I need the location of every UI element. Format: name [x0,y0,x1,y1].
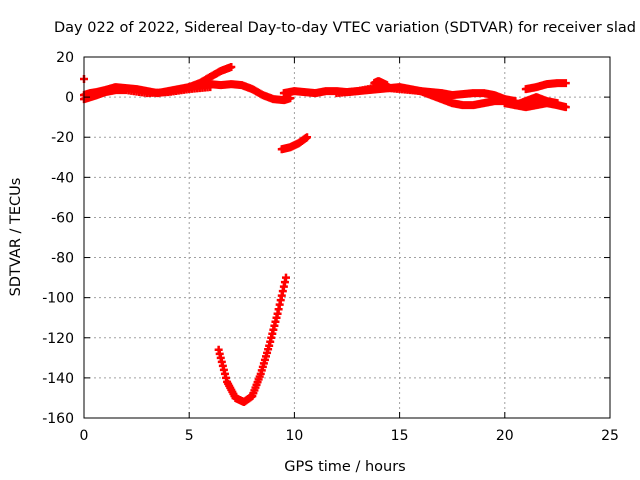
data-point-markers [214,273,290,406]
series-arc-4 [214,273,290,406]
y-tick-label: 20 [56,50,74,66]
x-tick-label: 10 [285,428,303,444]
x-axis-label: GPS time / hours [284,459,405,475]
series-arc-5 [277,133,312,154]
axis-ticks: 0 5 10 15 20 25 20 0 -20 -40 -60 -80 -100 -120 -140 -16… [42,50,619,444]
x-tick-label: 5 [185,428,194,444]
y-tick-label: -120 [42,331,74,347]
data-point-markers [370,77,391,90]
x-tick-label: 15 [391,428,409,444]
y-axis-label: SDTVAR / TECUs [8,178,24,297]
y-tick-label: -140 [42,371,74,387]
series-arc-3 [185,63,236,92]
data-point-markers [185,63,236,92]
x-tick-label: 20 [496,428,514,444]
data-points [80,63,570,406]
chart-title: Day 022 of 2022, Sidereal Day-to-day VTE… [54,20,636,36]
data-point-markers [277,133,312,154]
y-tick-label: -80 [51,251,74,267]
series-arc-10 [521,79,570,94]
plot-frame [83,56,611,419]
y-tick-label: -160 [42,411,74,427]
grid-lines [84,57,610,418]
series-arc-8 [370,77,391,90]
data-point-markers [500,93,562,110]
x-tick-label: 25 [601,428,619,444]
y-tick-label: -60 [51,210,74,226]
y-tick-label: -40 [51,170,74,186]
y-tick-label: -100 [42,291,74,307]
y-tick-label: 0 [65,90,74,106]
x-tick-label: 0 [80,428,89,444]
data-point-markers [521,79,570,94]
y-tick-label: -20 [51,130,74,146]
series-arc-9 [500,93,562,110]
